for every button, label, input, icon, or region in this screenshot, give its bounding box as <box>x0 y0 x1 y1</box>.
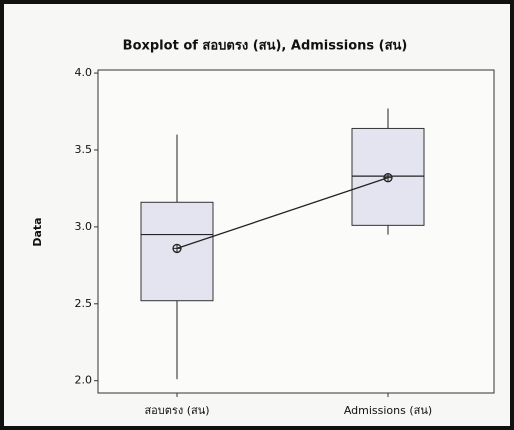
x-tick-label: สอบตรง (สน) <box>144 404 209 417</box>
y-tick-label: 2.5 <box>75 297 93 310</box>
mean-line <box>176 177 389 250</box>
x-tick-label: Admissions (สน) <box>344 404 432 417</box>
chart-title: Boxplot of สอบตรง (สน), Admissions (สน) <box>123 39 408 54</box>
mean-cross <box>173 244 181 253</box>
y-tick-label: 3.0 <box>75 220 93 233</box>
y-tick-label: 4.0 <box>75 66 93 79</box>
y-tick-label: 2.0 <box>75 374 93 387</box>
y-axis-label: Data <box>31 217 44 246</box>
mean-cross <box>384 173 392 182</box>
y-tick-label: 3.5 <box>75 143 93 156</box>
